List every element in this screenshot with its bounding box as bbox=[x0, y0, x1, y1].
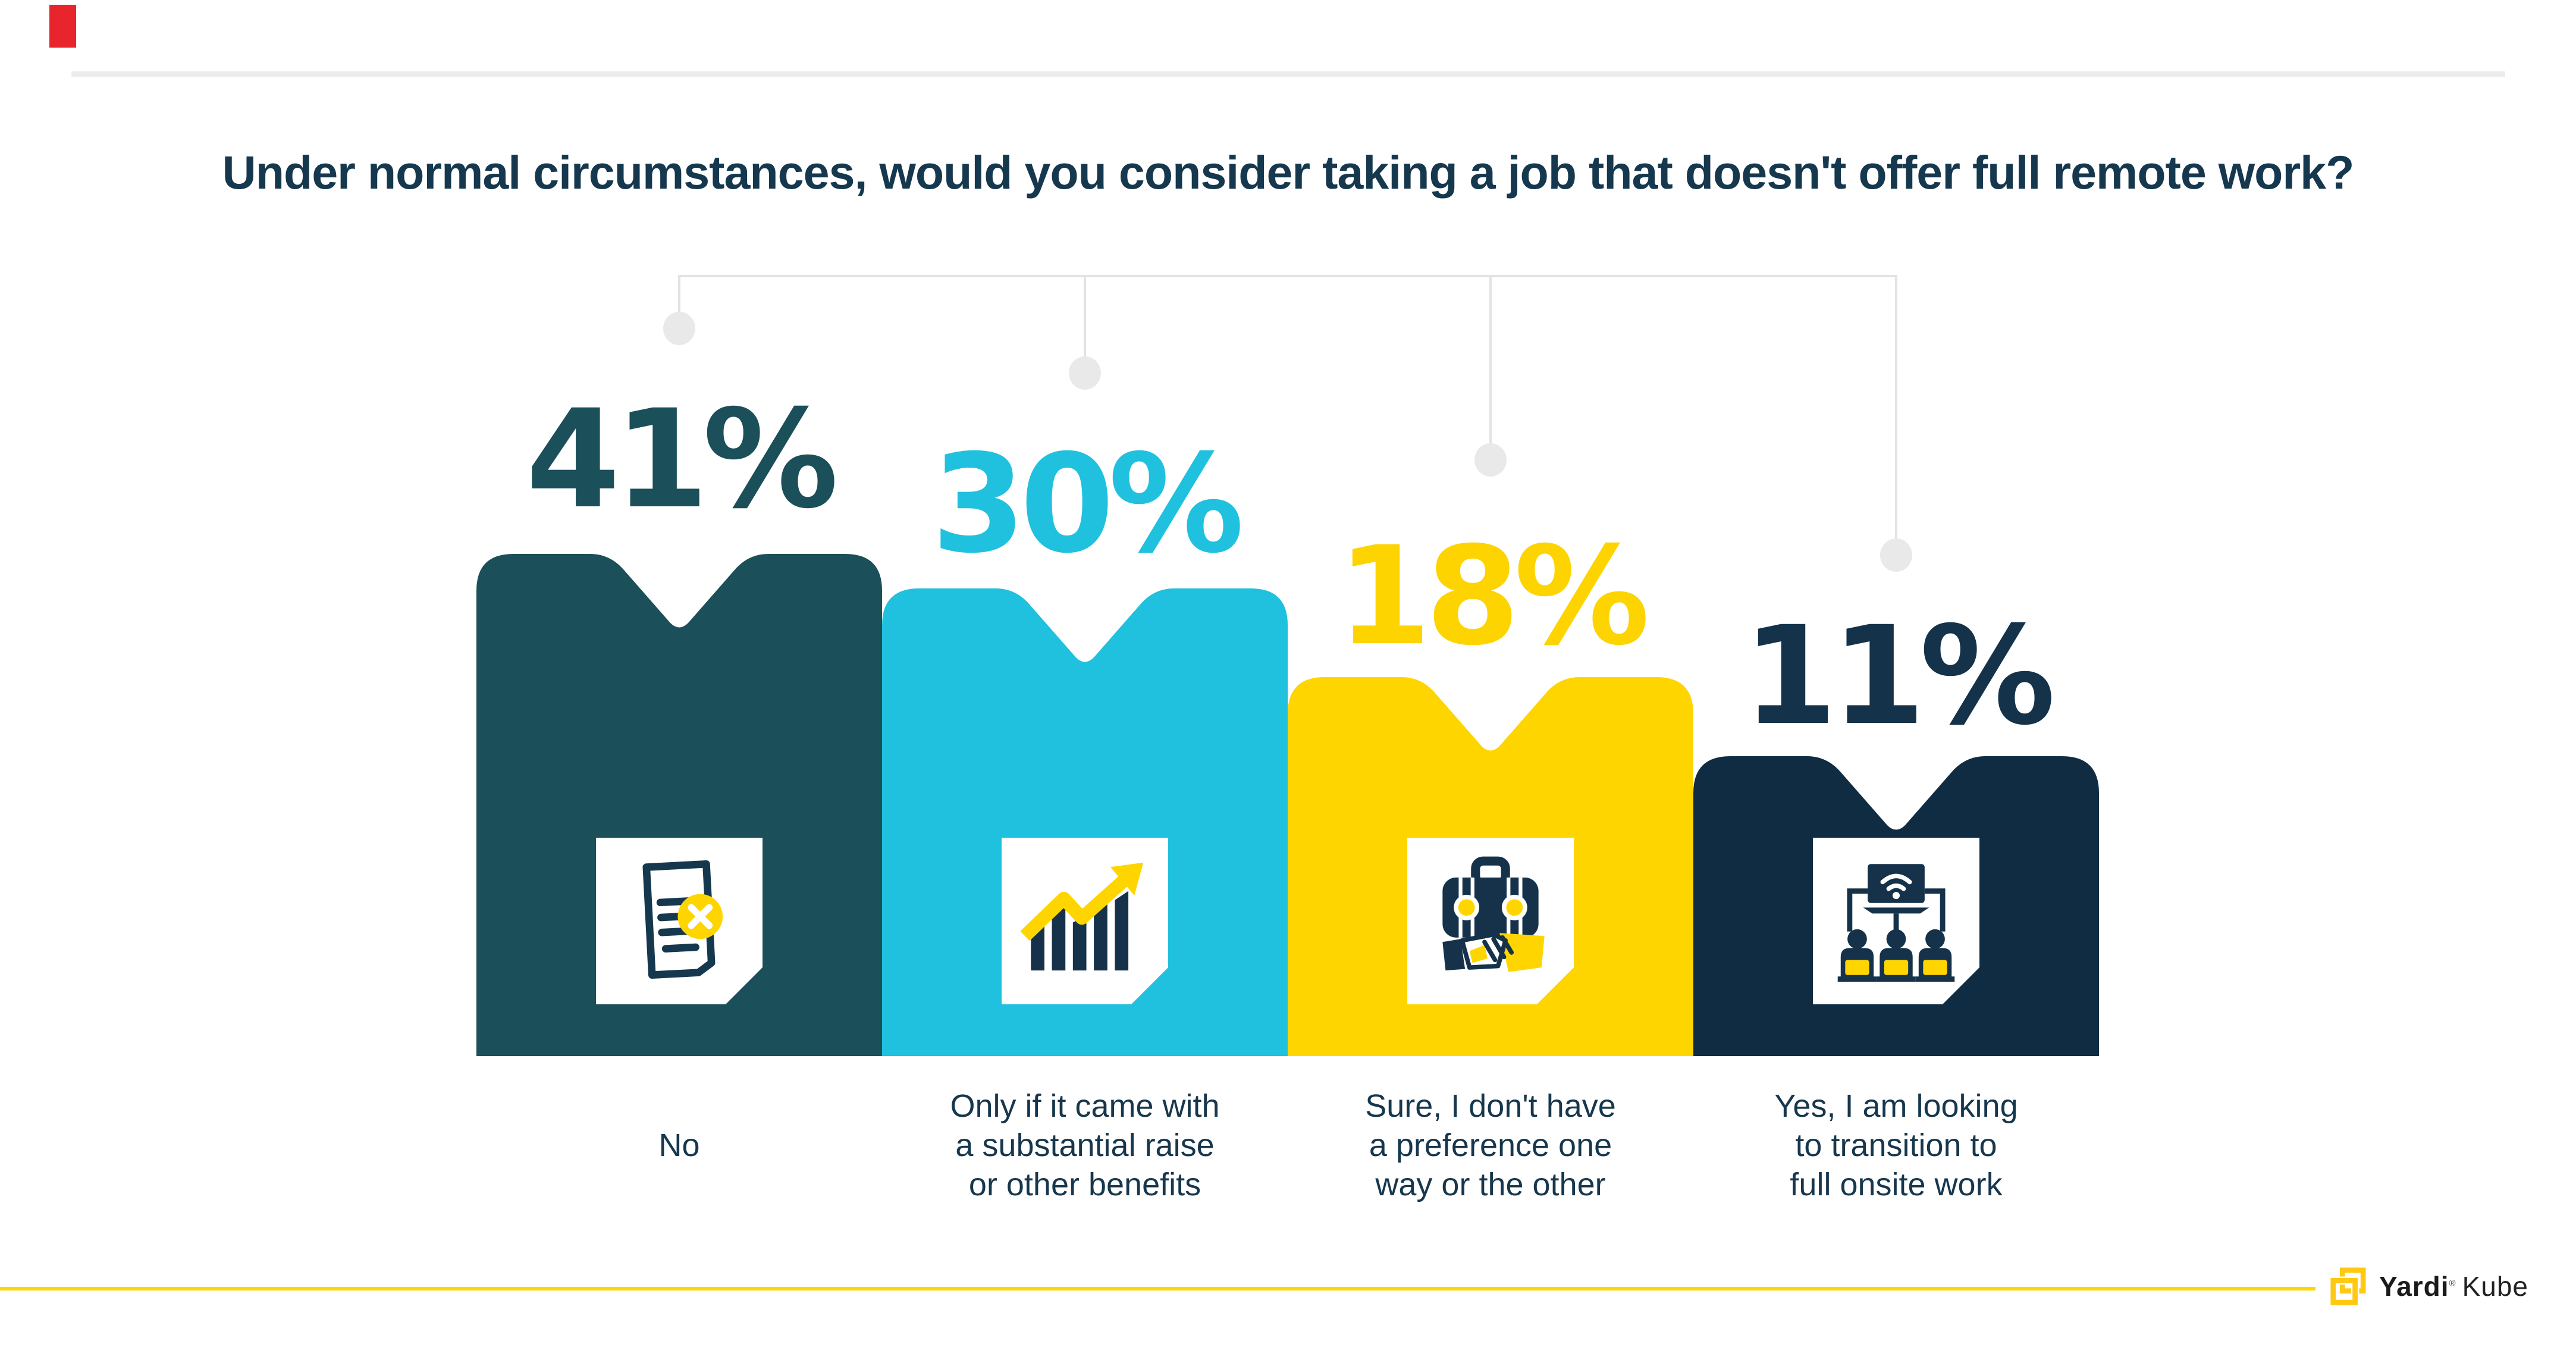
category-label-no-preference: Sure, I don't have a preference one way … bbox=[1365, 1088, 1616, 1202]
top-divider-line bbox=[71, 71, 2505, 77]
brand-secondary: Kube bbox=[2462, 1271, 2529, 1302]
category-label-onsite: Yes, I am looking to transition to full … bbox=[1774, 1088, 2018, 1202]
category-label-no: No bbox=[658, 1127, 700, 1163]
document-rejected-icon bbox=[604, 846, 754, 996]
connector-drop bbox=[1084, 275, 1086, 374]
connector-drop bbox=[1489, 275, 1492, 461]
percent-label-raise: 30% bbox=[931, 425, 1244, 583]
red-accent-mark bbox=[49, 5, 76, 48]
connector-dot bbox=[1880, 538, 1912, 572]
bar-shape bbox=[476, 554, 882, 1056]
icon-tile bbox=[1002, 838, 1168, 1004]
bottom-rule bbox=[0, 1287, 2315, 1290]
connector-drop bbox=[678, 275, 680, 330]
icon-tile bbox=[1407, 838, 1574, 1004]
connector-dot bbox=[663, 312, 695, 345]
yardi-kube-cube-icon bbox=[2329, 1267, 2366, 1306]
icon-tile bbox=[596, 838, 763, 1004]
page-title: Under normal circumstances, would you co… bbox=[222, 146, 2355, 199]
category-label-raise: Only if it came with a substantial raise… bbox=[950, 1088, 1220, 1202]
percent-label-no: 41% bbox=[526, 380, 839, 538]
bar-no bbox=[476, 554, 882, 1056]
registered-mark: ® bbox=[2449, 1278, 2456, 1289]
brand-text: Yardi® Kube bbox=[2379, 1270, 2528, 1302]
connector-drop bbox=[1895, 275, 1897, 556]
connector-dot bbox=[1474, 443, 1507, 477]
connector-dot bbox=[1069, 356, 1101, 390]
briefcase-handshake-icon bbox=[1416, 846, 1565, 996]
bar-raise bbox=[882, 588, 1288, 1056]
bar-shape bbox=[882, 588, 1288, 1056]
percent-label-no-preference: 18% bbox=[1337, 517, 1650, 675]
brand-primary: Yardi bbox=[2379, 1271, 2449, 1302]
brand-logo: Yardi® Kube bbox=[2329, 1265, 2528, 1308]
icon-tile bbox=[1813, 838, 1979, 1004]
onsite-team-icon bbox=[1821, 846, 1971, 996]
percent-label-onsite: 11% bbox=[1743, 597, 2056, 755]
growth-chart-icon bbox=[1010, 846, 1160, 996]
connector-rail bbox=[679, 275, 1896, 277]
